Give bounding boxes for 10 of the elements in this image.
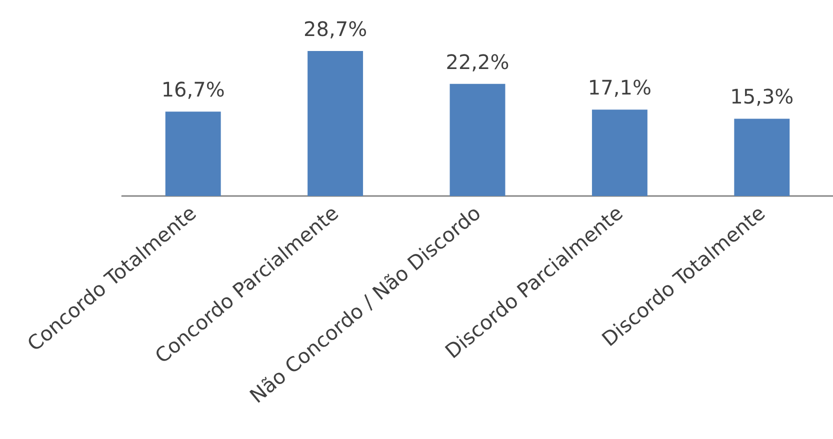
bar (592, 110, 648, 196)
data-label: 17,1% (588, 76, 652, 100)
data-label: 16,7% (161, 78, 225, 102)
data-label: 15,3% (730, 84, 794, 109)
data-label: 28,7% (304, 17, 368, 41)
data-label: 22,2% (446, 50, 510, 74)
bar (308, 51, 364, 196)
bar (450, 84, 506, 196)
bar (734, 118, 790, 196)
bar (165, 112, 221, 196)
